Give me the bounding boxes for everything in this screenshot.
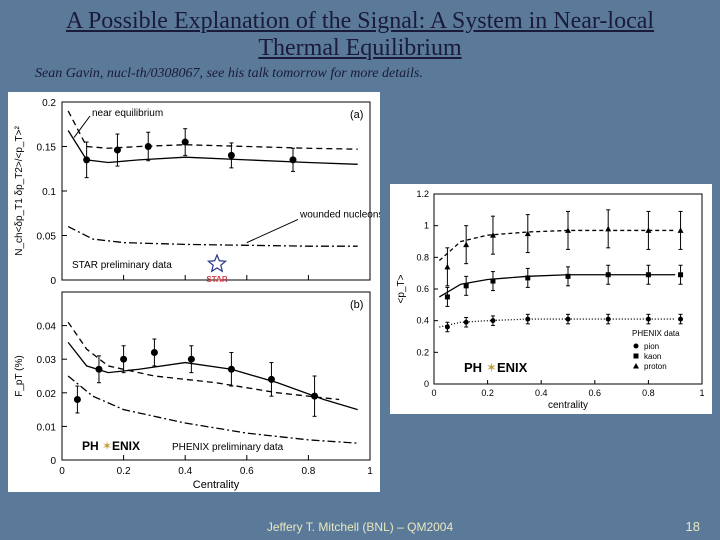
svg-text:0.8: 0.8 <box>642 388 655 398</box>
svg-text:0: 0 <box>424 379 429 389</box>
svg-text:1: 1 <box>699 388 704 398</box>
svg-text:0.1: 0.1 <box>42 187 56 198</box>
svg-text:0.2: 0.2 <box>481 388 494 398</box>
page-number: 18 <box>686 519 700 534</box>
svg-text:ENIX: ENIX <box>112 439 140 453</box>
svg-text:0: 0 <box>59 466 65 477</box>
svg-text:proton: proton <box>644 362 667 371</box>
svg-text:0.8: 0.8 <box>416 252 429 262</box>
svg-text:0.2: 0.2 <box>117 466 131 477</box>
svg-text:0.02: 0.02 <box>37 389 57 400</box>
svg-text:PH: PH <box>464 360 482 375</box>
svg-text:0: 0 <box>50 276 56 287</box>
svg-text:0.6: 0.6 <box>240 466 254 477</box>
left-chart-svg: 0 0.05 0.1 0.15 0.2 N_ch<δp_T1 δp_T2>/<p_T>² (… <box>8 92 380 492</box>
right-chart-panel: 0 0.2 0.4 0.6 0.8 1 1.2 0 0.2 0.4 0.6 0.8 1 <p_T>cent… <box>390 184 712 414</box>
svg-text:0.01: 0.01 <box>37 422 57 433</box>
svg-text:0.4: 0.4 <box>178 466 192 477</box>
svg-text:PH: PH <box>82 439 99 453</box>
svg-text:1.2: 1.2 <box>416 189 429 199</box>
svg-text:0.15: 0.15 <box>37 143 57 154</box>
svg-text:STAR: STAR <box>206 275 227 284</box>
svg-text:kaon: kaon <box>644 352 661 361</box>
svg-text:0.2: 0.2 <box>416 347 429 357</box>
svg-text:Centrality: Centrality <box>193 479 240 491</box>
svg-text:0.8: 0.8 <box>301 466 315 477</box>
right-chart-svg: 0 0.2 0.4 0.6 0.8 1 1.2 0 0.2 0.4 0.6 0.8 1 <p_T>cent… <box>390 184 712 414</box>
svg-text:0.6: 0.6 <box>416 284 429 294</box>
svg-text:✶: ✶ <box>102 439 112 453</box>
svg-text:0.2: 0.2 <box>42 98 56 109</box>
svg-text:0.03: 0.03 <box>37 355 57 366</box>
svg-text:F_pT (%): F_pT (%) <box>14 355 25 397</box>
svg-text:near equilibrium: near equilibrium <box>92 108 163 119</box>
svg-text:0.04: 0.04 <box>37 322 57 333</box>
slide-subtitle: Sean Gavin, nucl-th/0308067, see his tal… <box>0 64 720 88</box>
svg-text:PHENIX preliminary data: PHENIX preliminary data <box>172 442 284 453</box>
svg-text:0.05: 0.05 <box>37 232 57 243</box>
svg-text:PHENIX data: PHENIX data <box>632 329 680 338</box>
svg-text:pion: pion <box>644 342 659 351</box>
svg-text:STAR preliminary data: STAR preliminary data <box>72 260 172 271</box>
svg-text:ENIX: ENIX <box>497 360 528 375</box>
svg-text:centrality: centrality <box>548 400 588 411</box>
svg-text:0.4: 0.4 <box>535 388 548 398</box>
chart-area: 0 0.05 0.1 0.15 0.2 N_ch<δp_T1 δp_T2>/<p_T>² (… <box>0 92 720 500</box>
slide-title: A Possible Explanation of the Signal: A … <box>0 0 720 64</box>
svg-text:0.4: 0.4 <box>416 316 429 326</box>
svg-text:<p_T>: <p_T> <box>396 274 407 303</box>
svg-text:(a): (a) <box>350 109 363 121</box>
left-chart-panel: 0 0.05 0.1 0.15 0.2 N_ch<δp_T1 δp_T2>/<p_T>² (… <box>8 92 380 492</box>
slide-footer: Jeffery T. Mitchell (BNL) – QM2004 <box>0 520 720 534</box>
svg-text:1: 1 <box>367 466 373 477</box>
svg-text:0.6: 0.6 <box>589 388 602 398</box>
svg-text:0: 0 <box>431 388 436 398</box>
svg-text:N_ch<δp_T1 δp_T2>/<p_T>²: N_ch<δp_T1 δp_T2>/<p_T>² <box>14 126 25 256</box>
svg-text:✶: ✶ <box>486 360 497 375</box>
svg-text:0: 0 <box>50 456 56 467</box>
svg-text:wounded nucleons: wounded nucleons <box>299 210 380 221</box>
svg-text:1: 1 <box>424 221 429 231</box>
svg-text:(b): (b) <box>350 299 363 311</box>
